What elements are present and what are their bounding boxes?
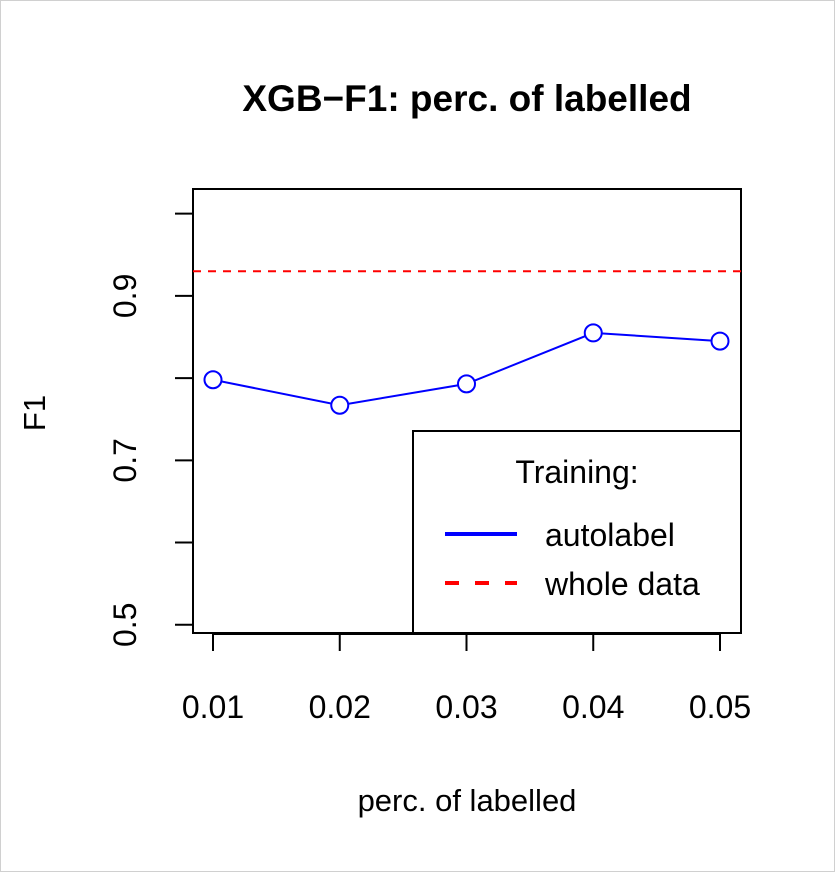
y-tick-label: 0.5	[107, 603, 143, 647]
legend-label-whole-data: whole data	[544, 566, 700, 602]
autolabel-point	[583, 323, 603, 343]
x-tick-label: 0.03	[435, 689, 497, 725]
y-tick-label: 0.9	[107, 274, 143, 318]
x-tick-label: 0.04	[562, 689, 624, 725]
autolabel-point	[457, 374, 476, 394]
x-tick-label: 0.02	[309, 689, 371, 725]
chart-title: XGB−F1: perc. of labelled	[242, 78, 691, 119]
x-tick-label: 0.05	[689, 689, 751, 725]
autolabel-point	[710, 331, 730, 351]
autolabel-point	[203, 370, 223, 390]
x-tick-label: 0.01	[182, 689, 244, 725]
legend-title: Training:	[515, 454, 638, 490]
x-axis-label: perc. of labelled	[358, 783, 577, 818]
autolabel-point	[330, 395, 350, 415]
y-axis-label: F1	[17, 395, 52, 431]
y-tick-label: 0.7	[107, 438, 143, 482]
autolabel-line	[212, 331, 721, 407]
legend-label-autolabel: autolabel	[545, 517, 675, 553]
